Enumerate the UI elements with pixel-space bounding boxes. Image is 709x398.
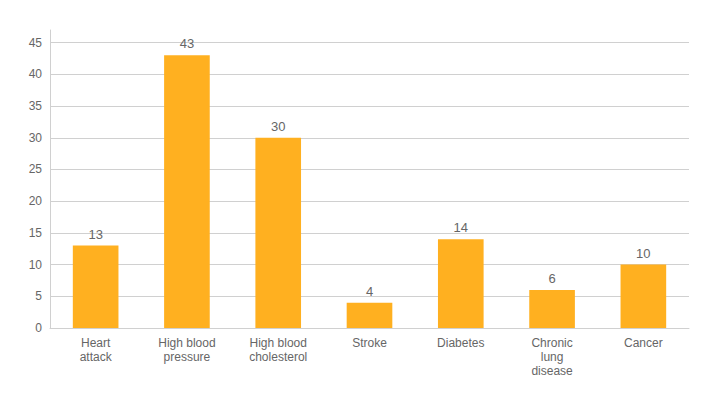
svg-text:43: 43 xyxy=(180,36,194,51)
svg-text:disease: disease xyxy=(531,364,573,378)
svg-text:pressure: pressure xyxy=(164,350,211,364)
svg-text:High blood: High blood xyxy=(158,336,215,350)
svg-text:30: 30 xyxy=(271,119,285,134)
svg-text:20: 20 xyxy=(29,194,43,208)
svg-text:Cancer: Cancer xyxy=(624,336,663,350)
svg-text:cholesterol: cholesterol xyxy=(249,350,307,364)
svg-text:25: 25 xyxy=(29,162,43,176)
svg-text:Heart: Heart xyxy=(81,336,111,350)
svg-text:Stroke: Stroke xyxy=(352,336,387,350)
svg-text:6: 6 xyxy=(548,271,555,286)
svg-text:Diabetes: Diabetes xyxy=(437,336,484,350)
svg-text:14: 14 xyxy=(454,220,468,235)
svg-text:10: 10 xyxy=(636,246,650,261)
svg-text:attack: attack xyxy=(80,350,113,364)
svg-text:15: 15 xyxy=(29,226,43,240)
svg-text:Chronic: Chronic xyxy=(531,336,572,350)
svg-text:13: 13 xyxy=(88,227,102,242)
svg-text:4: 4 xyxy=(366,284,373,299)
svg-text:40: 40 xyxy=(29,67,43,81)
svg-text:10: 10 xyxy=(29,258,43,272)
svg-text:5: 5 xyxy=(35,289,42,303)
svg-text:45: 45 xyxy=(29,36,43,50)
svg-text:lung: lung xyxy=(541,350,564,364)
svg-text:High blood: High blood xyxy=(250,336,307,350)
svg-text:30: 30 xyxy=(29,131,43,145)
svg-text:35: 35 xyxy=(29,99,43,113)
svg-text:0: 0 xyxy=(35,321,42,335)
